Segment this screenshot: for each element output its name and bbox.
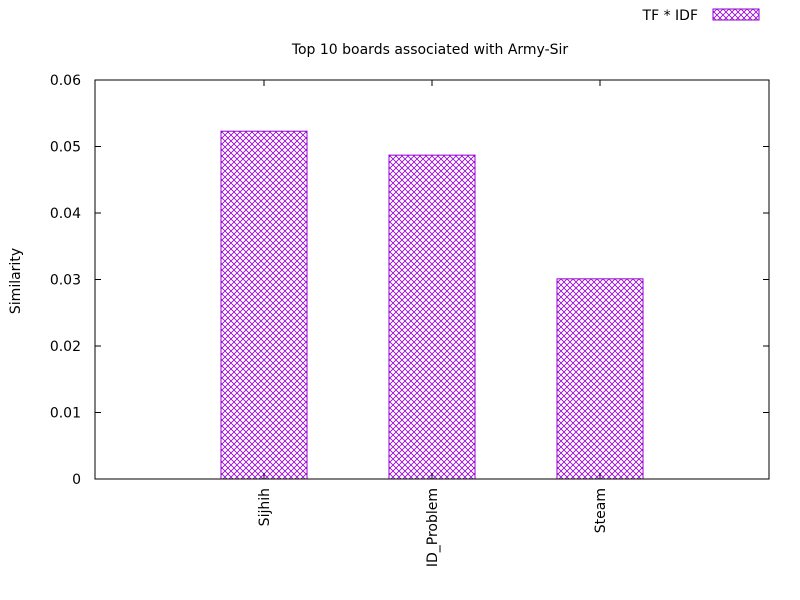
- y-tick-label: 0.05: [50, 140, 81, 156]
- bar-steam: [556, 278, 644, 480]
- y-tick-label: 0.01: [50, 406, 81, 422]
- y-tick-label: 0.06: [50, 73, 81, 89]
- bar-sijhih: [220, 130, 308, 480]
- legend: TF * IDF: [642, 8, 760, 24]
- chart-title: Top 10 boards associated with Army-Sir: [291, 42, 569, 58]
- legend-label: TF * IDF: [642, 8, 698, 24]
- x-tick-labels-group: Sijhih ID_Problem Steam: [257, 80, 609, 567]
- y-tick-label: 0: [72, 472, 81, 488]
- plot-frame: [94, 79, 770, 480]
- bar-id-problem: [388, 154, 476, 480]
- y-ticks-group: 0 0.01 0.02 0.03 0.04 0.05 0.06: [50, 73, 769, 488]
- y-tick-label: 0.04: [50, 206, 81, 222]
- x-tick-label: Steam: [593, 488, 609, 533]
- bars-group: [220, 130, 644, 480]
- x-tick-label: ID_Problem: [425, 488, 441, 567]
- y-axis-label: Similarity: [8, 248, 24, 314]
- legend-swatch: [712, 8, 760, 21]
- y-tick-label: 0.03: [50, 273, 81, 289]
- x-tick-label: Sijhih: [257, 488, 273, 526]
- y-tick-label: 0.02: [50, 339, 81, 355]
